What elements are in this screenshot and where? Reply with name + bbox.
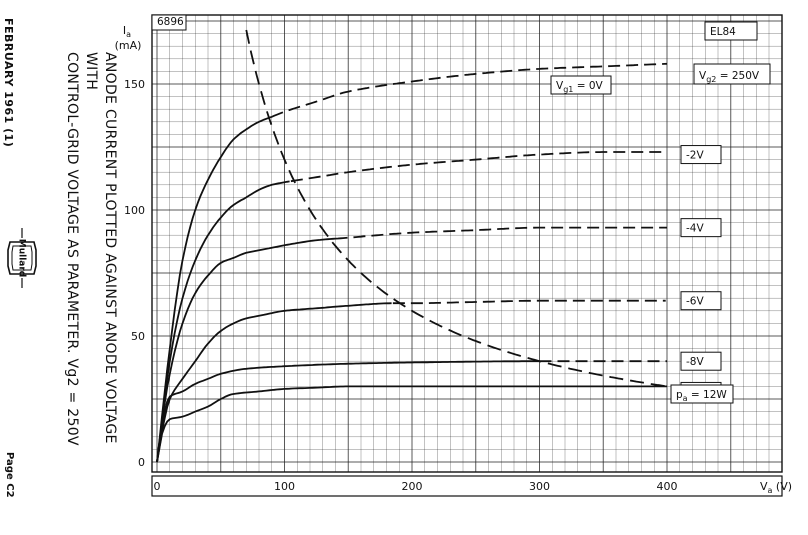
screen-voltage-label-box (693, 63, 771, 85)
curve-label-2v-box (680, 145, 722, 165)
curve-10v (156, 385, 667, 463)
curve-solid-segment (156, 237, 336, 463)
x-tick-label: 300 (529, 480, 550, 493)
curve-dashed-segment (290, 151, 666, 183)
curve-solid-segment (156, 385, 667, 463)
caption-line-2: CONTROL-GRID VOLTAGE AS PARAMETER. Vg2 =… (64, 52, 80, 446)
x-axis-strip (151, 475, 783, 497)
y-tick-label: 0 (138, 456, 145, 469)
curve-8v (156, 360, 667, 463)
x-tick-label: 200 (402, 480, 423, 493)
power-limit-curve (245, 29, 668, 388)
mullard-logo: Mullard (6, 228, 38, 288)
curve-4v (156, 226, 667, 463)
curve-solid-segment (156, 115, 273, 463)
x-axis-label: Va (V) (760, 480, 792, 495)
screen-voltage-label: Vg2 = 250V (693, 63, 771, 85)
curve-solid-segment (156, 360, 540, 463)
curve-dashed-segment (271, 62, 668, 118)
screen-voltage-label-text: Vg2 = 250V (699, 70, 760, 84)
tube-type: EL84 (704, 21, 758, 41)
curve-label-vg1-0v-text: Vg1 = 0V (556, 80, 604, 94)
curve-label-6v: -6V (680, 291, 722, 311)
curve-label-vg1-0v-box (550, 75, 612, 95)
figure-number: 6896 (151, 14, 187, 31)
y-axis-label-symbol: Ia (123, 24, 131, 39)
curve-label-4v: -4V (680, 218, 722, 238)
curve-label-4v-box (680, 218, 722, 238)
curve-label-8v-box (680, 351, 722, 371)
power-limit-label: pa = 12W (670, 384, 734, 404)
curve-label-2v-text: -2V (686, 150, 704, 162)
y-tick-label: 50 (131, 330, 145, 343)
curve-dashed-segment (335, 226, 667, 240)
caption-line-1: ANODE CURRENT PLOTTED AGAINST ANODE VOLT… (83, 52, 118, 444)
curve-label-6v-box (680, 291, 722, 311)
curve-label-2v: -2V (680, 145, 722, 165)
plot-frame (151, 14, 783, 497)
curve-label-8v: -8V (680, 351, 722, 371)
x-tick-label: 100 (274, 480, 295, 493)
chart-caption: ANODE CURRENT PLOTTED AGAINST ANODE VOLT… (62, 52, 119, 472)
x-tick-label: 0 (154, 480, 161, 493)
curves (156, 29, 668, 463)
tube-type-box (704, 21, 758, 41)
y-axis-label: Ia(mA) (115, 24, 142, 52)
tube-type-text: EL84 (710, 26, 736, 38)
curve-2v (156, 151, 666, 463)
page-number: Page C2 (4, 452, 15, 498)
curve-6v (156, 299, 666, 463)
curve-solid-segment (156, 180, 290, 463)
power-limit-label-box (670, 384, 734, 404)
power-limit-label-text: pa = 12W (676, 389, 727, 403)
figure-number-text: 6896 (157, 16, 184, 28)
y-tick-label: 100 (124, 204, 145, 217)
curve-label-8v-text: -8V (686, 356, 704, 368)
curve-label-6v-text: -6V (686, 296, 704, 308)
figure-number-box (151, 14, 187, 31)
axes: 0 50 100 150 Ia(mA) 0 100 200 300 400 Va (V) (115, 24, 792, 495)
curve-label-vg1-0v: Vg1 = 0V (550, 75, 612, 95)
publication-date: FEBRUARY 1961 (1) (2, 18, 15, 148)
curve-solid-segment (156, 302, 392, 463)
y-axis-label-unit: (mA) (115, 39, 142, 52)
x-tick-label: 400 (657, 480, 678, 493)
curve-dashed-segment (392, 299, 666, 305)
curve-vg1-0v (156, 62, 668, 463)
curve-label-4v-text: -4V (686, 223, 704, 235)
plot-border (151, 14, 783, 473)
brand-name: Mullard (17, 239, 27, 278)
y-tick-label: 150 (124, 78, 145, 91)
